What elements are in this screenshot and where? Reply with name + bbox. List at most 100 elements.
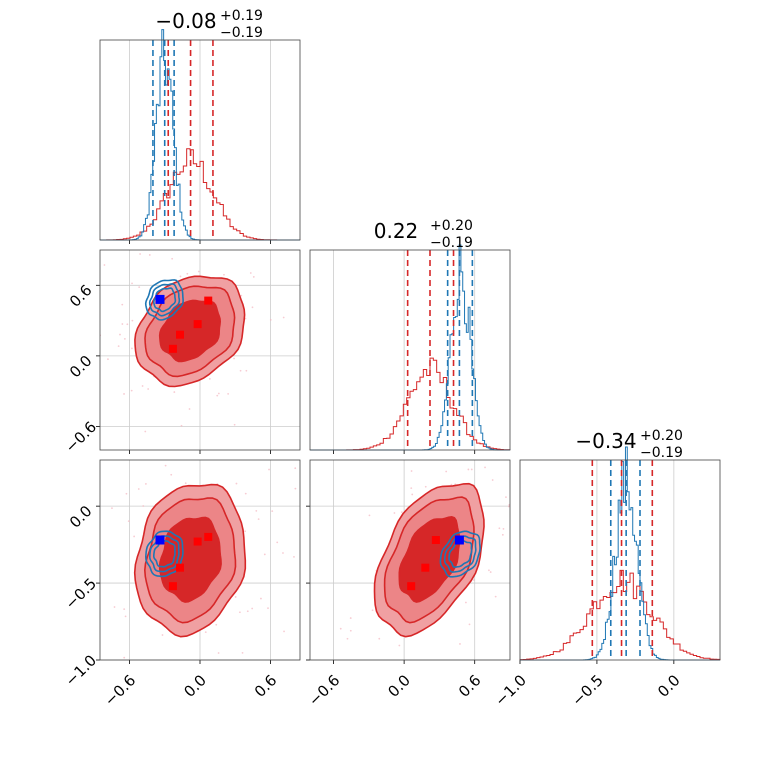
- sample-point: [491, 479, 494, 481]
- density-group: [66, 171, 316, 433]
- sample-point: [52, 455, 54, 457]
- sample-point: [139, 253, 141, 255]
- red-marker: [407, 582, 416, 591]
- sample-point: [251, 607, 254, 610]
- red-marker: [421, 563, 430, 572]
- title-value: −0.08: [155, 9, 216, 33]
- title-minus-error: −0.19: [640, 445, 683, 461]
- sample-point: [249, 272, 252, 274]
- grid-lines: [519, 460, 675, 660]
- blue-marker: [155, 535, 165, 545]
- sample-point: [123, 337, 126, 340]
- sample-point: [484, 466, 486, 469]
- sample-point: [267, 607, 269, 610]
- sample-point: [131, 282, 133, 285]
- sample-point: [244, 171, 246, 173]
- red-marker: [204, 296, 213, 305]
- grid-lines: [129, 40, 271, 240]
- blue-contour-outer: [439, 530, 481, 578]
- sample-point: [78, 320, 80, 322]
- sample-point: [131, 319, 134, 322]
- sample-point: [147, 231, 149, 233]
- blue-contour-outer: [144, 279, 184, 321]
- sample-point: [250, 247, 252, 249]
- sample-point: [369, 729, 371, 731]
- sample-point: [450, 483, 453, 486]
- sample-point: [443, 390, 445, 392]
- sample-point: [186, 272, 189, 275]
- sample-point: [276, 541, 279, 544]
- sample-point: [148, 254, 151, 256]
- sample-point: [138, 286, 141, 289]
- sample-point: [542, 497, 544, 499]
- sample-point: [239, 369, 242, 372]
- sample-point: [498, 527, 501, 530]
- sample-point: [131, 347, 133, 350]
- y-tick-label: 0.0: [66, 502, 96, 532]
- red-histogram: [310, 357, 511, 451]
- sample-point: [144, 430, 147, 433]
- sample-point: [190, 428, 192, 430]
- sample-point: [489, 571, 492, 573]
- sample-point: [90, 602, 92, 604]
- blue-contour-inner: [152, 287, 177, 313]
- panel-title: −0.08 +0.19−0.19: [155, 8, 263, 41]
- sample-point: [513, 436, 515, 438]
- sample-point: [169, 708, 171, 710]
- sample-point: [76, 571, 78, 573]
- sample-point: [315, 607, 317, 609]
- sample-point: [368, 514, 371, 517]
- sample-point: [216, 394, 219, 397]
- blue-marker: [155, 294, 165, 304]
- sample-point: [215, 623, 218, 626]
- sample-point: [268, 468, 270, 471]
- red-marker: [168, 582, 177, 591]
- sample-point: [235, 482, 238, 485]
- sample-point: [271, 510, 274, 513]
- sample-point: [125, 492, 128, 495]
- sample-point: [315, 494, 317, 496]
- sample-point: [311, 235, 313, 237]
- sample-point: [142, 674, 144, 676]
- sample-point: [233, 423, 236, 426]
- diagonal-panel: [309, 249, 511, 451]
- sample-point: [400, 511, 403, 514]
- sample-point: [378, 637, 381, 640]
- sample-point: [220, 667, 222, 669]
- sample-point: [184, 482, 187, 485]
- y-tick-label: 0.6: [66, 281, 96, 311]
- sample-point: [142, 505, 145, 507]
- sample-point: [376, 740, 378, 742]
- sample-point: [8, 708, 10, 710]
- sample-point: [92, 533, 94, 535]
- sample-point: [255, 510, 258, 512]
- sample-point: [340, 679, 342, 681]
- title-plus-error: +0.20: [430, 218, 473, 234]
- sample-point: [349, 629, 352, 632]
- sample-point: [294, 467, 297, 470]
- sample-point: [217, 392, 220, 395]
- sample-point: [488, 569, 490, 572]
- sample-point: [66, 327, 68, 329]
- title-value: −0.34: [575, 429, 636, 453]
- sample-point: [605, 474, 607, 476]
- sample-point: [123, 656, 126, 659]
- sample-point: [346, 637, 349, 640]
- sample-point: [141, 385, 144, 387]
- y-tick-label: −0.6: [62, 418, 100, 456]
- y-tick-label: −0.5: [62, 574, 100, 612]
- blue-contour-mid: [149, 535, 180, 573]
- pair-panel: [99, 459, 301, 661]
- sample-point: [282, 316, 285, 319]
- red-marker: [176, 330, 184, 339]
- sample-point: [543, 472, 545, 474]
- sample-point: [227, 393, 230, 395]
- sample-point: [169, 244, 171, 246]
- sample-point: [314, 282, 316, 284]
- sample-point: [117, 345, 120, 348]
- sample-point: [240, 294, 243, 297]
- sample-point: [167, 667, 169, 669]
- title-value: 0.22: [374, 219, 419, 243]
- sample-point: [501, 533, 504, 536]
